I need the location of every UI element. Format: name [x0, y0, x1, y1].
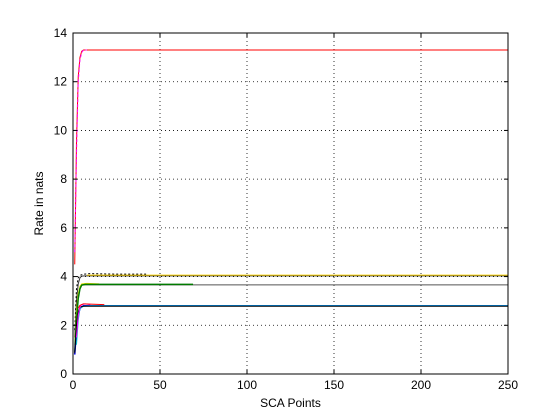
y-tick-label: 6	[60, 221, 67, 235]
x-tick-label: 0	[70, 378, 77, 392]
y-tick-label: 8	[60, 172, 67, 186]
series-line-8	[73, 283, 194, 353]
x-tick-label: 100	[237, 378, 257, 392]
series-line-13	[77, 303, 105, 309]
y-tick-label: 2	[60, 318, 67, 332]
y-tick-label: 0	[60, 367, 67, 381]
x-axis-label: SCA Points	[260, 396, 321, 410]
series-line-5	[74, 273, 147, 331]
y-tick-label: 4	[60, 270, 67, 284]
y-tick-label: 12	[54, 75, 68, 89]
x-tick-label: 50	[153, 378, 167, 392]
series-line-3	[74, 275, 508, 338]
grid	[73, 33, 508, 374]
plot-area	[73, 33, 508, 374]
series-line-6	[74, 282, 100, 345]
y-axis-label: Rate in nats	[32, 171, 46, 235]
axes-frame	[72, 32, 509, 375]
x-tick-label: 250	[498, 378, 518, 392]
x-tick-label: 150	[324, 378, 344, 392]
ticks: 0 50 100 150 200 250 0 2 4 6 8 10 12 14	[54, 26, 519, 392]
y-tick-label: 10	[54, 123, 68, 137]
x-tick-label: 200	[411, 378, 431, 392]
series-line-2	[74, 49, 87, 253]
y-tick-label: 14	[54, 26, 68, 40]
